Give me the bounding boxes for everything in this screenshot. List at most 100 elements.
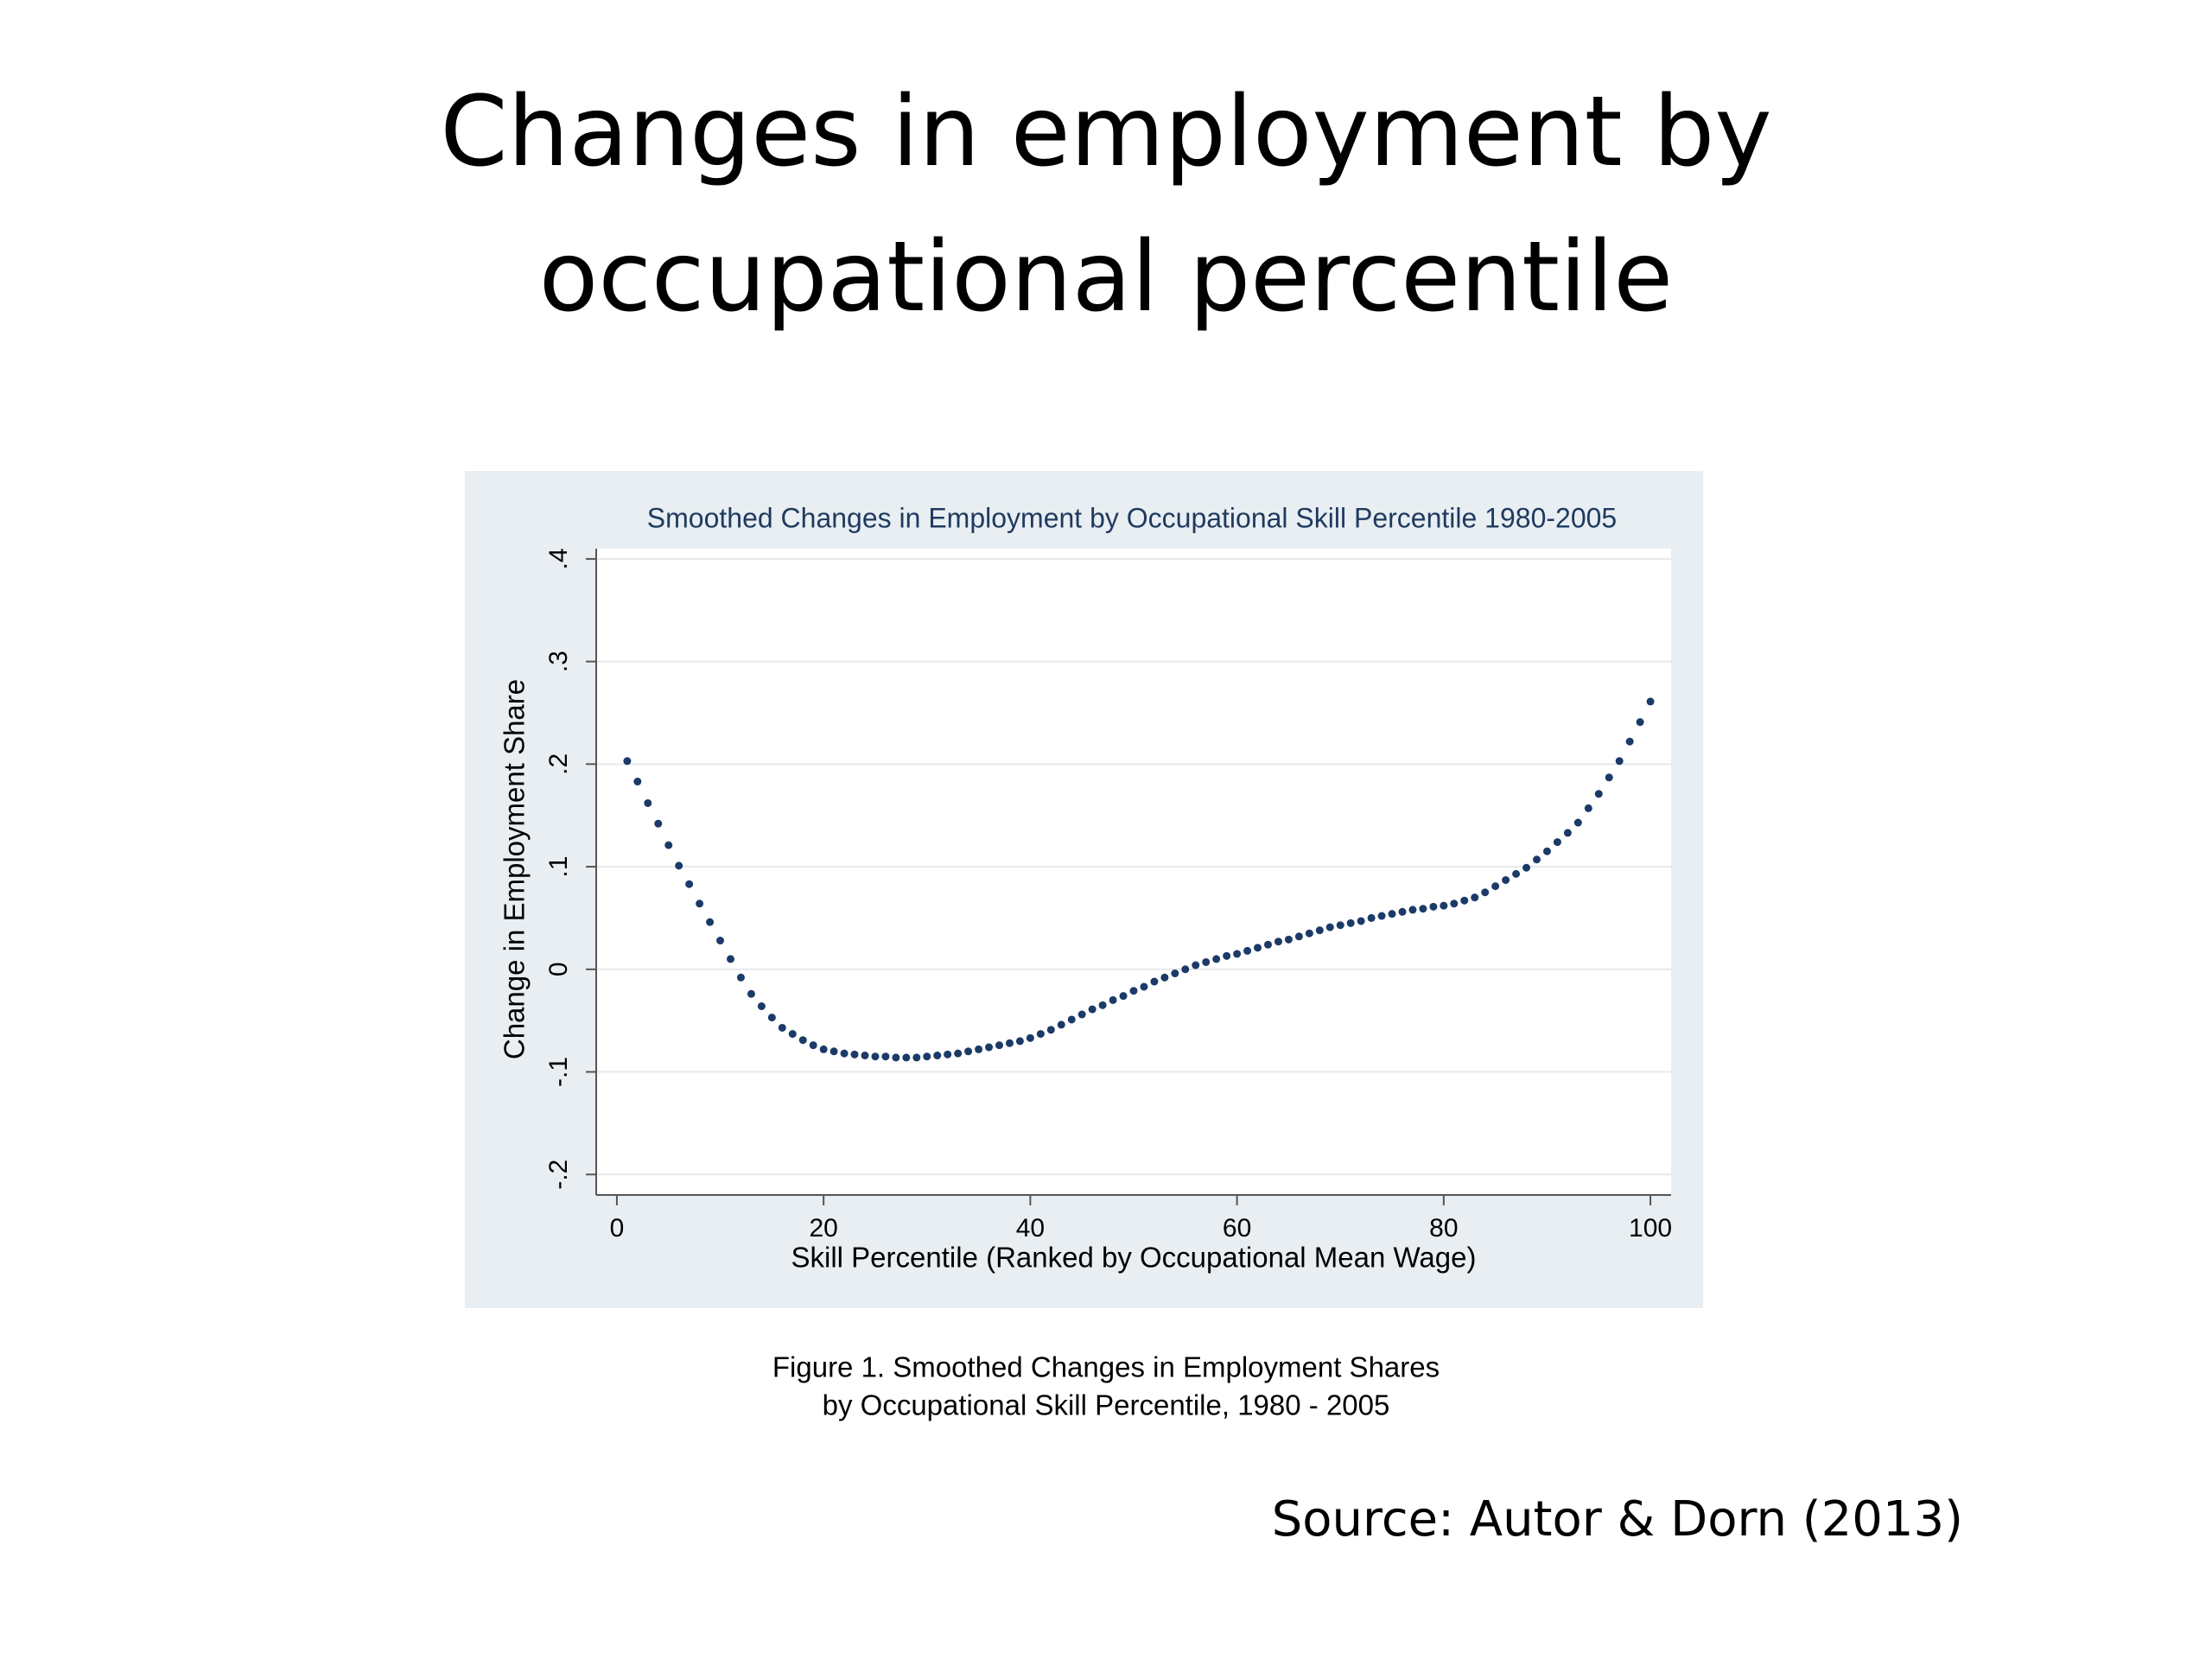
data-point xyxy=(633,778,642,786)
y-tick-label: 0 xyxy=(544,962,573,976)
data-point xyxy=(1471,893,1479,902)
data-point xyxy=(1233,950,1242,958)
data-point xyxy=(1542,847,1551,855)
data-point xyxy=(1315,926,1324,935)
data-point xyxy=(1057,1020,1065,1029)
data-point xyxy=(1212,955,1221,963)
data-point xyxy=(1533,855,1541,864)
data-point xyxy=(798,1036,807,1045)
data-point xyxy=(623,757,632,766)
data-point xyxy=(757,1002,766,1011)
data-point xyxy=(902,1053,911,1062)
data-point xyxy=(1615,757,1624,766)
data-point xyxy=(840,1049,849,1058)
data-point xyxy=(923,1052,931,1061)
data-point xyxy=(892,1053,900,1062)
data-point xyxy=(964,1047,973,1056)
data-point xyxy=(861,1052,869,1060)
data-point xyxy=(1264,940,1272,949)
data-point xyxy=(871,1052,880,1061)
data-point xyxy=(912,1053,921,1062)
x-tick-label: 60 xyxy=(1223,1214,1251,1243)
data-point xyxy=(1202,957,1211,966)
y-tick-label: .1 xyxy=(544,856,573,878)
data-point xyxy=(1605,773,1613,782)
data-point xyxy=(736,973,745,982)
data-point xyxy=(1377,912,1386,920)
data-point xyxy=(706,918,715,926)
data-point xyxy=(1450,899,1459,908)
data-point xyxy=(1294,932,1303,941)
x-tick-label: 80 xyxy=(1429,1214,1458,1243)
data-point xyxy=(830,1047,838,1056)
data-point xyxy=(954,1049,963,1058)
slide-title: occupational percentile xyxy=(539,221,1673,334)
data-point xyxy=(1181,965,1190,974)
data-point xyxy=(1646,697,1655,706)
data-point xyxy=(1636,718,1644,727)
y-tick-label: .2 xyxy=(544,753,573,775)
data-point xyxy=(716,937,725,945)
data-point xyxy=(1005,1039,1014,1047)
data-point xyxy=(1088,1005,1096,1014)
data-point xyxy=(1336,921,1344,930)
data-point xyxy=(1109,995,1117,1004)
data-point xyxy=(1625,737,1634,746)
data-point xyxy=(675,861,683,870)
data-point xyxy=(1243,946,1252,955)
data-point xyxy=(644,798,652,807)
data-point xyxy=(767,1014,776,1022)
data-point xyxy=(995,1041,1003,1050)
data-point xyxy=(1067,1015,1076,1024)
data-point xyxy=(1098,1001,1107,1009)
data-point xyxy=(809,1041,817,1050)
data-point xyxy=(1119,992,1128,1001)
data-point xyxy=(788,1030,797,1039)
data-point xyxy=(1367,913,1376,922)
x-tick-label: 20 xyxy=(809,1214,837,1243)
y-tick-label: -.1 xyxy=(544,1057,573,1087)
data-point xyxy=(819,1045,828,1053)
caption: Figure 1. Smoothed Changes in Employment… xyxy=(772,1351,1440,1383)
data-point xyxy=(747,989,755,998)
data-point xyxy=(1254,944,1262,952)
data-point xyxy=(1481,888,1490,897)
data-point xyxy=(1419,905,1427,913)
data-point xyxy=(696,899,704,908)
y-tick-label: .3 xyxy=(544,651,573,672)
data-point xyxy=(1429,902,1438,911)
data-point xyxy=(881,1052,890,1061)
data-point xyxy=(1346,918,1355,927)
data-point xyxy=(685,880,694,888)
data-point xyxy=(1140,982,1148,991)
data-point xyxy=(727,955,734,963)
x-axis-label: Skill Percentile (Ranked by Occupational… xyxy=(791,1242,1477,1274)
data-point xyxy=(1223,951,1231,960)
data-point xyxy=(1192,961,1200,969)
data-point xyxy=(1171,969,1179,978)
x-tick-label: 100 xyxy=(1629,1214,1672,1243)
data-point xyxy=(1522,863,1531,872)
data-point xyxy=(1150,977,1159,986)
data-point xyxy=(1512,869,1521,878)
data-point xyxy=(975,1045,983,1053)
data-point xyxy=(664,841,673,849)
data-point xyxy=(1357,917,1365,925)
slide-title: Changes in employment by xyxy=(440,76,1771,188)
plot-area xyxy=(596,549,1671,1195)
caption: by Occupational Skill Percentile, 1980 -… xyxy=(823,1389,1390,1421)
chart-title: Smoothed Changes in Employment by Occupa… xyxy=(647,502,1617,533)
x-tick-label: 0 xyxy=(610,1214,625,1243)
x-tick-label: 40 xyxy=(1016,1214,1045,1243)
data-point xyxy=(1160,973,1169,982)
data-point xyxy=(850,1050,859,1058)
y-axis-label: Change in Employment Share xyxy=(499,679,531,1059)
data-point xyxy=(1440,901,1448,910)
data-point xyxy=(1077,1010,1086,1019)
data-point xyxy=(1305,929,1313,938)
y-tick-label: -.2 xyxy=(544,1160,573,1190)
data-point xyxy=(1026,1033,1034,1042)
source: Source: Autor & Dorn (2013) xyxy=(1272,1491,1963,1548)
